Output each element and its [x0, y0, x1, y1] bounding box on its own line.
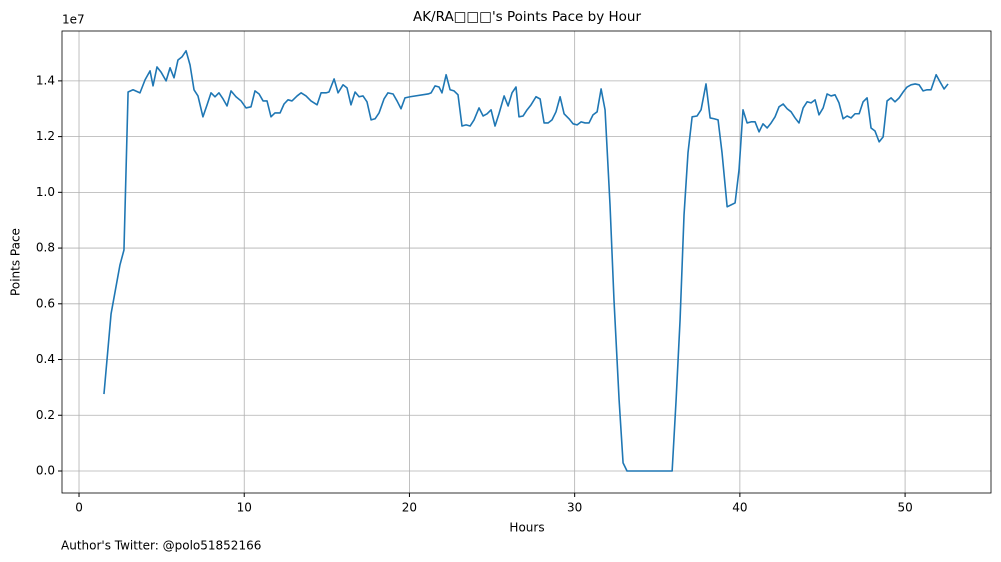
plot-frame [61, 30, 992, 494]
y-tick-label: 1.4 [36, 73, 55, 87]
y-tick-label: 0.8 [36, 241, 55, 255]
y-tick-label: 1.2 [36, 129, 55, 143]
y-tick-label: 0.6 [36, 296, 55, 310]
x-tick-label: 50 [897, 501, 912, 515]
data-line [103, 49, 949, 472]
footer: Author's Twitter: @polo51852166 [61, 539, 261, 553]
x-tick-label: 20 [402, 501, 417, 515]
x-tick-label: 40 [732, 501, 747, 515]
chart-title: AK/RA□□□'s Points Pace by Hour [413, 9, 641, 25]
y-offset-text: 1e7 [62, 13, 85, 27]
y-tick-label: 0.0 [36, 463, 55, 477]
x-tick-label: 10 [237, 501, 252, 515]
y-tick-label: 0.4 [36, 352, 55, 366]
x-tick-label: 30 [567, 501, 582, 515]
y-tick-label: 1.0 [36, 185, 55, 199]
x-axis-label: Hours [509, 521, 544, 535]
y-tick-label: 0.2 [36, 408, 55, 422]
x-tick-label: 0 [75, 501, 83, 515]
y-axis-label: Points Pace [9, 228, 23, 296]
